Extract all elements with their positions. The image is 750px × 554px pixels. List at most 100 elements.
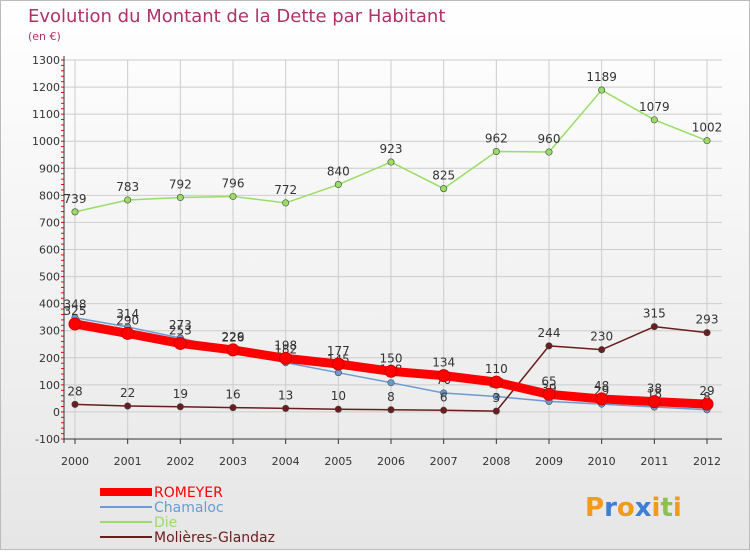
y-tick-label: 500 (39, 271, 60, 284)
y-tick-label: 700 (39, 216, 60, 229)
die-point (334, 181, 342, 189)
y-tick-label: -100 (35, 433, 60, 446)
moli-res-glandaz-point (598, 346, 606, 354)
moli-res-glandaz-value-label: 244 (538, 326, 561, 340)
moli-res-glandaz-point (703, 329, 711, 337)
romeyer-point (700, 397, 714, 411)
logo-letter: t (660, 493, 672, 523)
chamaloc-value-label: 273 (169, 318, 192, 332)
chamaloc-value-label: 226 (222, 331, 245, 345)
romeyer-value-label: 229 (222, 330, 245, 344)
romeyer-point (121, 326, 135, 340)
chamaloc-point (387, 379, 395, 387)
moli-res-glandaz-point (282, 404, 290, 412)
chamaloc-value-label: 8 (703, 390, 711, 404)
die-value-label: 962 (485, 132, 508, 146)
x-tick-label: 2007 (430, 455, 458, 468)
die-value-label: 783 (116, 180, 139, 194)
y-tick-label: 1100 (32, 108, 60, 121)
moli-res-glandaz-point (124, 402, 132, 410)
die-value-label: 1002 (692, 121, 723, 135)
moli-res-glandaz-value-label: 230 (590, 330, 613, 344)
logo-letter: x (635, 493, 652, 523)
chamaloc-value-label: 348 (64, 298, 87, 312)
romeyer-value-label: 65 (541, 374, 556, 388)
legend-label: Molières-Glandaz (154, 530, 275, 546)
moli-res-glandaz-value-label: 16 (225, 388, 240, 402)
moli-res-glandaz-value-label: 28 (67, 384, 82, 398)
romeyer-point (173, 336, 187, 350)
romeyer-value-label: 290 (116, 313, 139, 327)
moli-res-glandaz-value-label: 8 (387, 390, 395, 404)
moli-res-glandaz-point (492, 407, 500, 415)
die-value-label: 923 (380, 142, 403, 156)
romeyer-point (279, 351, 293, 365)
romeyer-value-label: 110 (485, 362, 508, 376)
die-point (176, 194, 184, 202)
romeyer-point (647, 395, 661, 409)
y-tick-label: 1300 (32, 54, 60, 67)
moli-res-glandaz-value-label: 3 (493, 391, 501, 405)
x-tick-label: 2000 (61, 455, 89, 468)
die-point (282, 199, 290, 207)
romeyer-value-label: 253 (169, 323, 192, 337)
moli-res-glandaz-value-label: 22 (120, 386, 135, 400)
logo-letter: i (673, 493, 682, 523)
y-tick-label: 300 (39, 325, 60, 338)
romeyer-point (489, 375, 503, 389)
legend-label: ROMEYER (154, 485, 223, 501)
romeyer-point (226, 343, 240, 357)
die-point (71, 208, 79, 216)
moli-res-glandaz-point (440, 406, 448, 414)
die-point (440, 185, 448, 193)
die-value-label: 1189 (586, 70, 617, 84)
y-tick-label: 200 (39, 352, 60, 365)
logo-letter: P (585, 493, 604, 523)
moli-res-glandaz-point (387, 406, 395, 414)
logo-letter: i (652, 493, 661, 523)
die-value-label: 1079 (639, 100, 670, 114)
legend-label: Chamaloc (154, 500, 224, 516)
romeyer-point (542, 387, 556, 401)
die-point (387, 158, 395, 166)
chart-title: Evolution du Montant de la Dette par Hab… (28, 6, 445, 27)
die-point (492, 148, 500, 156)
chamaloc-value-label: 314 (116, 307, 139, 321)
x-tick-label: 2010 (588, 455, 616, 468)
romeyer-value-label: 177 (327, 344, 350, 358)
die-value-label: 792 (169, 178, 192, 192)
x-tick-label: 2008 (482, 455, 510, 468)
die-point (598, 86, 606, 94)
y-tick-label: 100 (39, 379, 60, 392)
x-tick-label: 2003 (219, 455, 247, 468)
x-tick-label: 2004 (272, 455, 300, 468)
romeyer-value-label: 134 (432, 356, 455, 370)
x-tick-label: 2001 (114, 455, 142, 468)
series-layer: 3483142732261821451087057392918873978379… (64, 70, 723, 415)
romeyer-value-label: 198 (274, 338, 297, 352)
die-point (650, 116, 658, 124)
chamaloc-point (492, 392, 500, 400)
moli-res-glandaz-point (545, 342, 553, 350)
y-tick-label: 1000 (32, 135, 60, 148)
moli-res-glandaz-point (229, 404, 237, 412)
moli-res-glandaz-value-label: 6 (440, 390, 448, 404)
y-tick-label: 400 (39, 298, 60, 311)
x-tick-label: 2005 (324, 455, 352, 468)
romeyer-point (595, 392, 609, 406)
die-value-label: 825 (432, 169, 455, 183)
die-point (229, 192, 237, 200)
romeyer-point (384, 364, 398, 378)
x-tick-label: 2006 (377, 455, 405, 468)
moli-res-glandaz-point (176, 403, 184, 411)
logo-letter: r (604, 493, 617, 523)
x-tick-label: 2002 (166, 455, 194, 468)
die-point (703, 137, 711, 145)
die-value-label: 772 (274, 183, 297, 197)
romeyer-point (68, 317, 82, 331)
x-tick-label: 2011 (640, 455, 668, 468)
moli-res-glandaz-value-label: 10 (331, 389, 346, 403)
y-tick-label: 900 (39, 162, 60, 175)
